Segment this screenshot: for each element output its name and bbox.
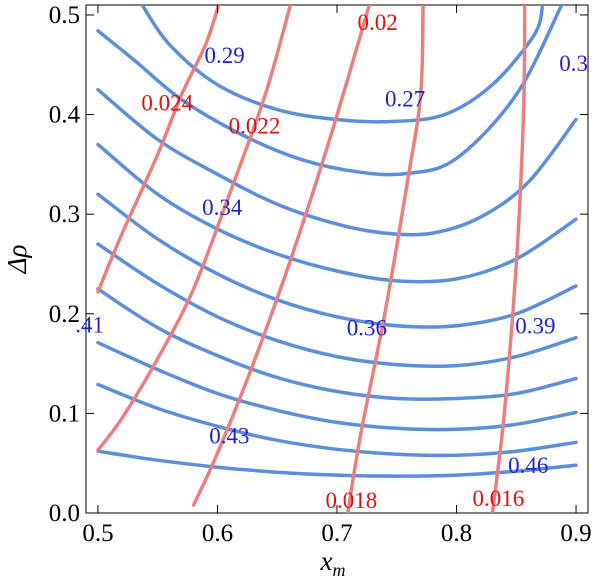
red-contour-label: 0.02 <box>358 10 398 35</box>
blue-contour-line-6 <box>96 242 578 369</box>
y-tick-label: 0.3 <box>49 201 80 228</box>
red-contour-line-1 <box>96 5 221 294</box>
x-tick-label: 0.5 <box>82 520 113 547</box>
blue-contour-label: 0.36 <box>347 316 387 341</box>
red-contour-label: 0.016 <box>472 486 524 511</box>
x-axis-label-subscript: m <box>332 560 345 580</box>
red-contour-line-3 <box>191 5 372 507</box>
y-tick-label: 0.0 <box>49 500 80 527</box>
y-tick-label: 0.4 <box>49 102 81 129</box>
x-axis-label-main: x <box>320 546 333 576</box>
blue-contour-label: 0.3 <box>559 51 588 76</box>
red-contour-line-4 <box>346 5 425 513</box>
red-contour-label: 0.022 <box>229 114 281 139</box>
red-contour-line-5 <box>490 5 527 513</box>
y-axis-label: Δρ <box>2 245 32 275</box>
blue-contour-label: 0.34 <box>202 195 243 220</box>
y-tick-label: 0.2 <box>49 301 80 328</box>
blue-contour-line-9 <box>96 382 578 458</box>
blue-contour-label: 0.46 <box>508 453 548 478</box>
red-contour-label: 0.024 <box>141 91 193 116</box>
blue-contour-line-8 <box>96 340 578 432</box>
x-tick-label: 0.7 <box>321 520 352 547</box>
blue-contour-line-3 <box>96 87 578 237</box>
blue-contour-label: 0.27 <box>385 87 425 112</box>
blue-contour-line-4 <box>96 142 578 284</box>
blue-contour-label: 0.29 <box>205 43 245 68</box>
axis-ticks: 0.5 0.6 0.7 0.8 0.9 0.0 0.1 0.2 0.3 0.4 0.5 <box>49 2 592 547</box>
blue-contour-label: .41 <box>75 313 104 338</box>
x-tick-label: 0.9 <box>560 520 591 547</box>
contour-labels: 0.29 0.27 0.3 0.34 .41 0.36 0.39 0.43 0.46 0.02 0.… <box>75 10 588 513</box>
blue-contour-line-5 <box>96 192 578 329</box>
x-tick-label: 0.8 <box>441 520 472 547</box>
blue-contour-line-7 <box>96 287 578 401</box>
x-axis-label: xm <box>320 546 346 580</box>
y-tick-label: 0.5 <box>49 2 80 29</box>
red-contour-label: 0.018 <box>325 488 377 513</box>
blue-contour-line-10 <box>96 449 578 478</box>
x-tick-label: 0.6 <box>202 520 233 547</box>
red-contour-line-2 <box>96 5 293 452</box>
blue-contour-line-1 <box>140 5 545 124</box>
blue-contour-label: 0.43 <box>209 423 249 448</box>
y-tick-label: 0.1 <box>49 400 80 427</box>
blue-contour-line-2 <box>96 5 564 177</box>
red-contour-group <box>96 5 527 513</box>
blue-contour-label: 0.39 <box>515 314 555 339</box>
